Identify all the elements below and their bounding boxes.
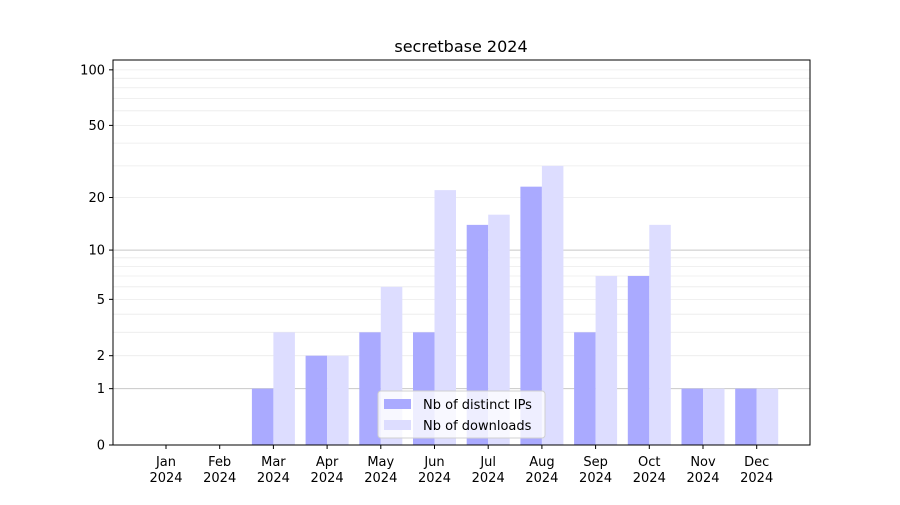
- y-tick-label: 1: [97, 382, 105, 397]
- x-tick-label: 2024: [633, 471, 666, 486]
- y-tick-label: 5: [97, 293, 105, 308]
- bar-downloads: [327, 355, 349, 445]
- bar-distinct-ips: [466, 224, 489, 445]
- legend-label: Nb of downloads: [423, 419, 532, 434]
- legend-label: Nb of distinct IPs: [423, 398, 532, 413]
- bar-downloads: [595, 275, 618, 445]
- legend-box: [377, 390, 546, 439]
- bar-distinct-ips: [681, 388, 703, 445]
- y-tick-label: 100: [80, 63, 105, 78]
- bar-distinct-ips: [359, 332, 381, 445]
- x-tick-label: 2024: [472, 471, 505, 486]
- x-tick-label: Jul: [479, 455, 496, 470]
- y-tick-label: 50: [88, 119, 105, 134]
- x-tick-label: 2024: [364, 471, 397, 486]
- x-tick-label: Nov: [690, 455, 716, 470]
- bar-distinct-ips: [574, 332, 596, 445]
- x-tick-label: Feb: [208, 455, 231, 470]
- bar-downloads: [541, 165, 564, 445]
- bar-distinct-ips: [627, 275, 650, 445]
- x-tick-label: 2024: [579, 471, 612, 486]
- y-tick-label: 0: [97, 439, 105, 454]
- x-tick-label: Dec: [744, 455, 769, 470]
- y-tick-label: 10: [88, 244, 105, 259]
- bar-downloads: [434, 190, 456, 445]
- x-tick-label: Jan: [155, 455, 176, 470]
- x-tick-label: 2024: [740, 471, 773, 486]
- y-tick-label: 2: [97, 349, 105, 364]
- x-tick-label: 2024: [525, 471, 558, 486]
- bar-downloads: [703, 388, 725, 445]
- chart-title: secretbase 2024: [394, 37, 527, 56]
- legend-swatch: [384, 420, 411, 430]
- bar-downloads: [488, 214, 510, 445]
- x-tick-label: 2024: [149, 471, 182, 486]
- x-tick-label: Sep: [583, 455, 608, 470]
- bar-downloads: [756, 388, 779, 445]
- x-tick-label: Oct: [638, 455, 660, 470]
- legend-swatch: [384, 399, 411, 409]
- y-tick-label: 20: [88, 191, 105, 206]
- bar-distinct-ips: [305, 355, 328, 445]
- bar-distinct-ips: [735, 388, 757, 445]
- x-tick-label: 2024: [686, 471, 719, 486]
- x-tick-label: Apr: [316, 455, 339, 470]
- bar-distinct-ips: [251, 388, 274, 445]
- x-tick-label: Mar: [261, 455, 286, 470]
- x-tick-label: 2024: [203, 471, 236, 486]
- x-tick-label: 2024: [257, 471, 290, 486]
- plot-frame: [112, 59, 811, 446]
- bar-downloads: [273, 332, 295, 445]
- x-tick-label: 2024: [311, 471, 344, 486]
- bar-distinct-ips: [520, 186, 542, 446]
- x-tick-label: Aug: [529, 455, 554, 470]
- x-tick-label: 2024: [418, 471, 451, 486]
- bar-downloads: [649, 224, 671, 445]
- x-tick-label: May: [367, 455, 394, 470]
- x-tick-label: Jun: [423, 455, 444, 470]
